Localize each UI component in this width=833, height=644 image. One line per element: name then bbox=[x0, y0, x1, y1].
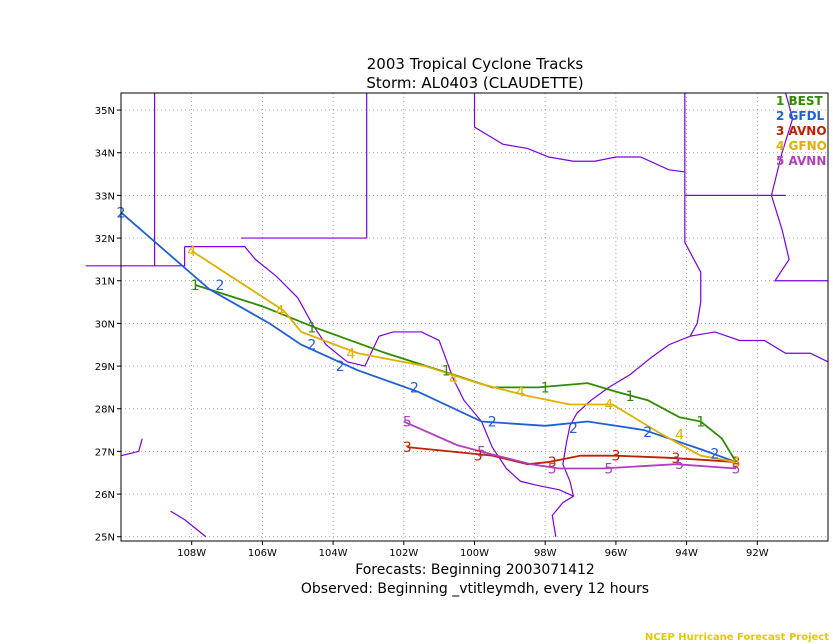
boundary-line bbox=[551, 331, 829, 537]
track-marker-avno: 3 bbox=[548, 455, 557, 471]
track-marker-avnn: 5 bbox=[604, 461, 613, 477]
track-marker-best: 1 bbox=[541, 380, 550, 396]
boundary-line bbox=[170, 510, 207, 538]
x-tick-label: 108W bbox=[177, 548, 206, 559]
track-marker-gfno: 4 bbox=[449, 372, 458, 388]
track-marker-gfno: 4 bbox=[516, 385, 525, 401]
track-marker-avno: 3 bbox=[474, 449, 483, 465]
track-marker-gfdl: 2 bbox=[710, 447, 719, 463]
track-marker-gfno: 4 bbox=[604, 397, 613, 413]
y-tick-label: 26N bbox=[95, 490, 115, 501]
x-tick-label: 96W bbox=[605, 548, 628, 559]
track-marker-gfno: 4 bbox=[675, 427, 684, 443]
boundary-line bbox=[770, 92, 794, 196]
track-marker-gfdl: 2 bbox=[488, 415, 497, 431]
track-gfdl bbox=[120, 211, 737, 463]
boundary-line bbox=[473, 93, 685, 173]
chart-title: 2003 Tropical Cyclone Tracks bbox=[367, 55, 584, 73]
map-boundaries bbox=[85, 92, 829, 538]
track-gfno bbox=[191, 250, 737, 463]
chart-subtitle: Storm: AL0403 (CLAUDETTE) bbox=[366, 74, 583, 92]
legend-entry-avnn: 5 AVNN bbox=[776, 154, 826, 168]
x-tick-label: 106W bbox=[248, 548, 277, 559]
boundary-line bbox=[770, 195, 828, 282]
track-marker-best: 1 bbox=[696, 415, 705, 431]
track-avnn bbox=[403, 420, 737, 470]
boundary-line bbox=[120, 438, 143, 457]
boundary-line bbox=[184, 246, 574, 497]
legend-entry-best: 1 BEST bbox=[776, 94, 824, 108]
track-marker-gfno: 4 bbox=[276, 304, 285, 320]
y-tick-label: 30N bbox=[95, 319, 115, 330]
track-marker-avno: 3 bbox=[732, 455, 741, 471]
track-marker-avnn: 5 bbox=[403, 415, 412, 431]
y-tick-label: 34N bbox=[95, 149, 115, 160]
grid bbox=[121, 93, 828, 541]
boundary-line bbox=[684, 93, 702, 337]
track-marker-best: 1 bbox=[191, 278, 200, 294]
legend-entry-gfdl: 2 GFDL bbox=[776, 109, 825, 123]
track-best bbox=[194, 284, 737, 463]
legend-entry-gfno: 4 GFNO bbox=[776, 139, 827, 153]
track-marker-gfdl: 2 bbox=[410, 380, 419, 396]
track-marker-best: 1 bbox=[442, 363, 451, 379]
track-marker-gfdl: 2 bbox=[336, 359, 345, 375]
track-avno bbox=[407, 446, 737, 466]
track-marker-best: 1 bbox=[307, 321, 316, 337]
track-marker-avnn: 5 bbox=[548, 461, 557, 477]
boundary-line bbox=[85, 246, 186, 267]
track-marker-gfno: 4 bbox=[732, 455, 741, 471]
track-marker-avnn: 5 bbox=[732, 461, 741, 477]
track-lines bbox=[120, 211, 737, 470]
track-marker-avno: 3 bbox=[611, 449, 620, 465]
track-marker-gfdl: 2 bbox=[216, 278, 225, 294]
x-tick-label: 100W bbox=[460, 548, 489, 559]
footer-observed: Observed: Beginning _vtitleymdh, every 1… bbox=[301, 581, 649, 597]
y-tick-label: 25N bbox=[95, 533, 115, 544]
track-marker-gfdl: 2 bbox=[569, 421, 578, 437]
x-tick-label: 94W bbox=[675, 548, 698, 559]
y-tick-label: 35N bbox=[95, 106, 115, 117]
track-marker-avnn: 5 bbox=[675, 457, 684, 473]
x-axis-ticks: 108W 106W 104W 102W 100W 98W 96W 94W 92W bbox=[177, 541, 769, 559]
track-marker-best: 1 bbox=[626, 389, 635, 405]
y-tick-label: 27N bbox=[95, 447, 115, 458]
track-marker-gfdl: 2 bbox=[643, 425, 652, 441]
x-tick-label: 98W bbox=[534, 548, 557, 559]
y-axis-ticks: 25N 26N 27N 28N 29N 30N 31N 32N 33N 34N 35N bbox=[95, 106, 121, 544]
x-tick-label: 104W bbox=[319, 548, 348, 559]
track-marker-gfno: 4 bbox=[346, 346, 355, 362]
legend-entry-avno: 3 AVNO bbox=[776, 124, 827, 138]
track-marker-avno: 3 bbox=[672, 451, 681, 467]
track-marker-avno: 3 bbox=[403, 440, 412, 456]
y-tick-label: 31N bbox=[95, 277, 115, 288]
x-tick-label: 102W bbox=[389, 548, 418, 559]
footer-forecasts: Forecasts: Beginning 2003071412 bbox=[355, 562, 595, 578]
y-tick-label: 32N bbox=[95, 234, 115, 245]
y-tick-label: 33N bbox=[95, 191, 115, 202]
y-tick-label: 28N bbox=[95, 405, 115, 416]
track-marker-gfdl: 2 bbox=[307, 338, 316, 354]
track-marker-gfno: 4 bbox=[187, 244, 196, 260]
y-tick-label: 29N bbox=[95, 362, 115, 373]
credit-text: NCEP Hurricane Forecast Project bbox=[645, 632, 829, 643]
track-marker-avnn: 5 bbox=[477, 444, 486, 460]
x-tick-label: 92W bbox=[746, 548, 769, 559]
